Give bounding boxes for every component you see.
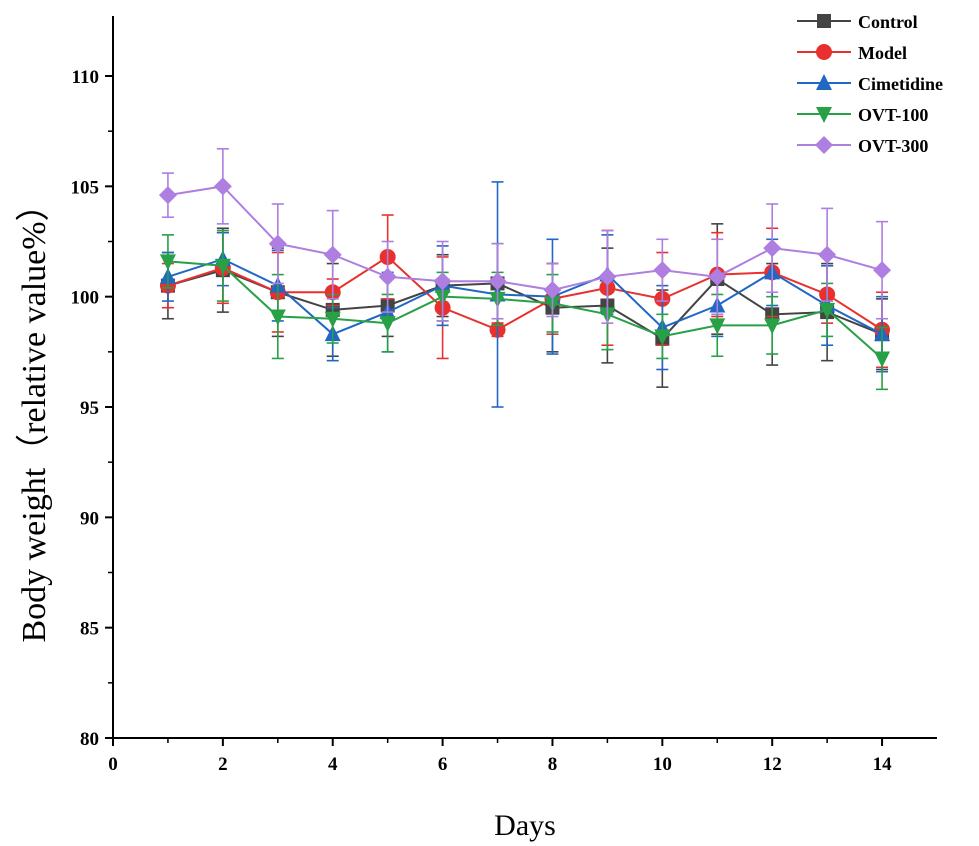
legend-label: Model [858,43,907,63]
data-point [378,267,397,286]
legend: Control Model Cimetidine OVT-100 OVT-300 [797,12,943,156]
y-axis-label: Body weight（relative value%） [15,187,53,642]
series-line [167,255,883,331]
y-tick-label: 105 [71,177,100,198]
data-point [543,281,562,300]
legend-marker [816,44,832,60]
data-point [874,351,891,368]
legend-item-ovt-300: OVT-300 [797,136,928,156]
x-tick-label: 14 [873,754,893,775]
series-model [159,214,891,369]
plot-area [158,148,892,408]
data-point [654,329,671,346]
x-tick-label: 10 [653,754,672,775]
y-tick-label: 95 [80,398,99,419]
data-point [213,177,232,196]
data-point [708,267,727,286]
series-ovt-100 [159,229,891,391]
data-point [653,261,672,280]
legend-item-control: Control [797,12,918,32]
legend-label: OVT-100 [858,105,928,125]
data-point [268,234,287,253]
legend-label: Control [858,12,918,32]
data-point [488,272,507,291]
legend-item-cimetidine: Cimetidine [797,74,943,94]
y-tick-label: 80 [80,729,99,750]
axes: 0 2 4 6 8 10 12 14 80 85 90 95 100 105 110 [71,16,937,775]
data-point [433,272,452,291]
data-point [214,258,231,275]
data-point [873,261,892,280]
data-point [323,245,342,264]
data-point [159,254,176,271]
x-tick-label: 12 [763,754,782,775]
legend-marker [817,14,831,28]
legend-marker [816,74,832,90]
legend-marker [815,136,833,154]
series-line [167,260,883,360]
data-point [819,302,836,319]
y-tick-label: 100 [71,288,100,309]
series-ovt-300 [158,148,892,324]
data-point [269,309,286,326]
x-tick-label: 2 [218,754,228,775]
series-line [167,258,883,336]
y-tick-label: 110 [72,67,99,88]
data-point [598,267,617,286]
data-point [324,311,341,328]
y-tick-label: 90 [80,508,99,529]
data-point [763,239,782,258]
legend-item-model: Model [797,43,907,63]
series-cimetidine [159,181,891,408]
legend-label: Cimetidine [858,74,943,94]
x-tick-label: 4 [328,754,338,775]
x-axis-label: Days [494,809,556,842]
data-point [818,245,837,264]
data-point [709,318,726,335]
data-point [158,186,177,205]
data-point [764,318,781,335]
x-tick-label: 8 [548,754,558,775]
legend-label: OVT-300 [858,136,928,156]
legend-item-ovt-100: OVT-100 [797,105,928,125]
series-line [167,185,883,292]
x-tick-label: 0 [108,754,118,775]
data-point [379,316,396,333]
x-tick-label: 6 [438,754,448,775]
y-tick-label: 85 [80,619,99,640]
legend-marker [816,107,832,123]
